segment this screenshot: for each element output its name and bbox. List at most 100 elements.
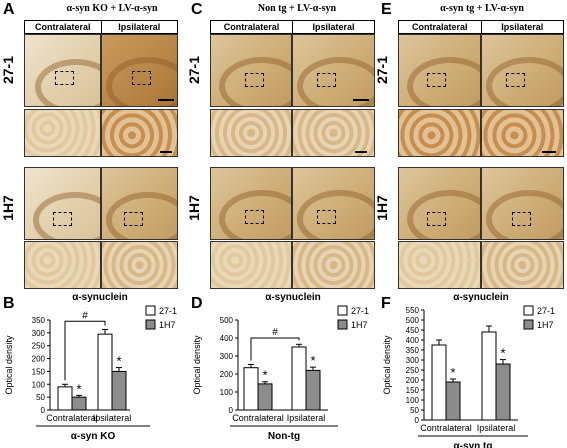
micrograph-c-1h7-contralateral-zoom [210,241,292,289]
y-tick-label: 50 [410,406,419,415]
y-tick-label: 300 [406,356,420,365]
bar-1h7 [111,370,127,411]
significance-bracket [250,337,300,361]
y-tick-label: 300 [32,329,46,338]
micrograph-a-27-1-contralateral-zoom [24,109,101,157]
bar-1h7 [257,383,273,411]
micrograph-a-27-1-ipsilateral-zoom [101,109,178,157]
chart-title: α-synuclein [72,292,128,303]
legend-swatch-1h7 [145,319,156,330]
y-tick-label: 50 [36,393,45,402]
bar-27-1 [481,331,497,421]
column-header-c: Contralateral Ipsilateral [210,20,375,34]
legend-swatch-1h7 [337,319,348,330]
y-axis-label: Optical density [382,335,392,395]
panel-label-a: A [3,1,15,18]
micrograph-c-1h7-contralateral [210,167,292,240]
micrograph-c-27-1-ipsilateral [292,34,375,107]
y-tick-label: 100 [220,388,234,397]
y-axis-label: Optical density [4,335,14,395]
chart-title: α-synuclein [265,292,321,303]
panel-title-c: Non tg + LV-α-syn [257,3,337,14]
y-tick-label: 100 [32,380,46,389]
micrograph-e-1h7-contralateral [398,167,481,240]
column-ipsilateral: Ipsilateral [292,21,374,33]
bar-27-1 [291,346,307,411]
column-contralateral: Contralateral [34,22,91,32]
chart-d: α-synuclein 0 100 200 300 400 500 Optical densi… [192,292,369,442]
y-tick-label: 250 [406,366,420,375]
bar-1h7 [305,369,321,411]
micrograph-a-1h7-contralateral [24,167,101,240]
row-label-27-1-e: 27-1 [374,55,390,85]
legend-label: 27-1 [537,306,555,316]
significance-star: * [262,368,267,383]
y-tick-label: 0 [41,406,46,415]
y-tick-label: 300 [220,352,234,361]
y-tick-label: 200 [32,355,46,364]
micrograph-c-1h7-ipsilateral [292,167,375,240]
x-category-label: Ipsilateral [477,423,516,433]
legend-swatch-27-1 [337,305,348,316]
bar-27-1 [431,344,447,421]
bar-27-1 [57,386,73,411]
column-ipsilateral: Ipsilateral [480,21,564,33]
micrograph-a-1h7-ipsilateral-zoom [101,241,178,289]
legend-label: 1H7 [159,320,176,330]
row-label-1h7-a: 1H7 [0,195,16,221]
y-tick-label: 200 [406,376,420,385]
legend-label: 1H7 [351,320,368,330]
micrograph-c-27-1-contralateral-zoom [210,109,292,157]
group-label: α-syn tg [454,441,493,448]
bracket-label: # [272,327,278,338]
x-category-label: Contralateral [232,413,284,423]
micrograph-e-27-1-ipsilateral-zoom [481,109,564,157]
y-tick-label: 400 [406,336,420,345]
row-label-27-1-c: 27-1 [186,55,202,85]
x-category-label: Ipsilateral [287,413,326,423]
bracket-label: # [82,310,88,321]
micrograph-e-27-1-contralateral-zoom [398,109,481,157]
y-tick-label: 450 [406,326,420,335]
y-tick-label: 150 [406,386,420,395]
significance-star: * [310,353,315,368]
x-category-label: Contralateral [420,423,472,433]
column-ipsilateral: Ipsilateral [100,21,178,33]
group-label: Non-tg [268,431,300,442]
y-tick-label: 350 [406,346,420,355]
x-category-label: Contralateral [46,413,98,423]
y-tick-label: 250 [32,342,46,351]
significance-bracket [64,320,106,381]
micrograph-c-27-1-ipsilateral-zoom [292,109,375,157]
panel-label-c: C [191,1,203,18]
bar-1h7 [495,363,511,421]
legend-swatch-1h7 [523,319,534,330]
bar-27-1 [243,367,259,411]
panel-title-e: α-syn tg + LV-α-syn [440,3,524,14]
chart-b: α-synuclein 0 50 100 150 200 250 300 350 Optical … [4,292,177,442]
legend-label: 27-1 [351,306,369,316]
bar-1h7 [445,381,461,421]
legend-label: 1H7 [537,320,554,330]
y-tick-label: 500 [406,316,420,325]
micrograph-a-27-1-contralateral [24,34,101,107]
x-category-label: Ipsilateral [93,413,132,423]
bar-27-1 [97,333,113,411]
micrograph-e-27-1-ipsilateral [481,34,564,107]
y-tick-label: 400 [220,334,234,343]
y-tick-label: 0 [229,406,234,415]
panel-title-a: α-syn KO + LV-α-syn [66,3,158,14]
micrograph-e-1h7-ipsilateral-zoom [481,241,564,289]
significance-star: * [76,381,81,396]
micrograph-a-1h7-ipsilateral [101,167,178,240]
micrograph-e-27-1-contralateral [398,34,481,107]
micrograph-c-27-1-contralateral [210,34,292,107]
micrograph-a-1h7-contralateral-zoom [24,241,101,289]
column-header-a: Contralateral Ipsilateral [24,20,178,34]
significance-star: * [450,365,455,380]
panel-label-f: F [381,295,391,312]
y-tick-label: 200 [220,370,234,379]
panel-label-e: E [381,1,392,18]
row-label-1h7-c: 1H7 [186,195,202,221]
chart-title: α-synuclein [453,292,509,303]
